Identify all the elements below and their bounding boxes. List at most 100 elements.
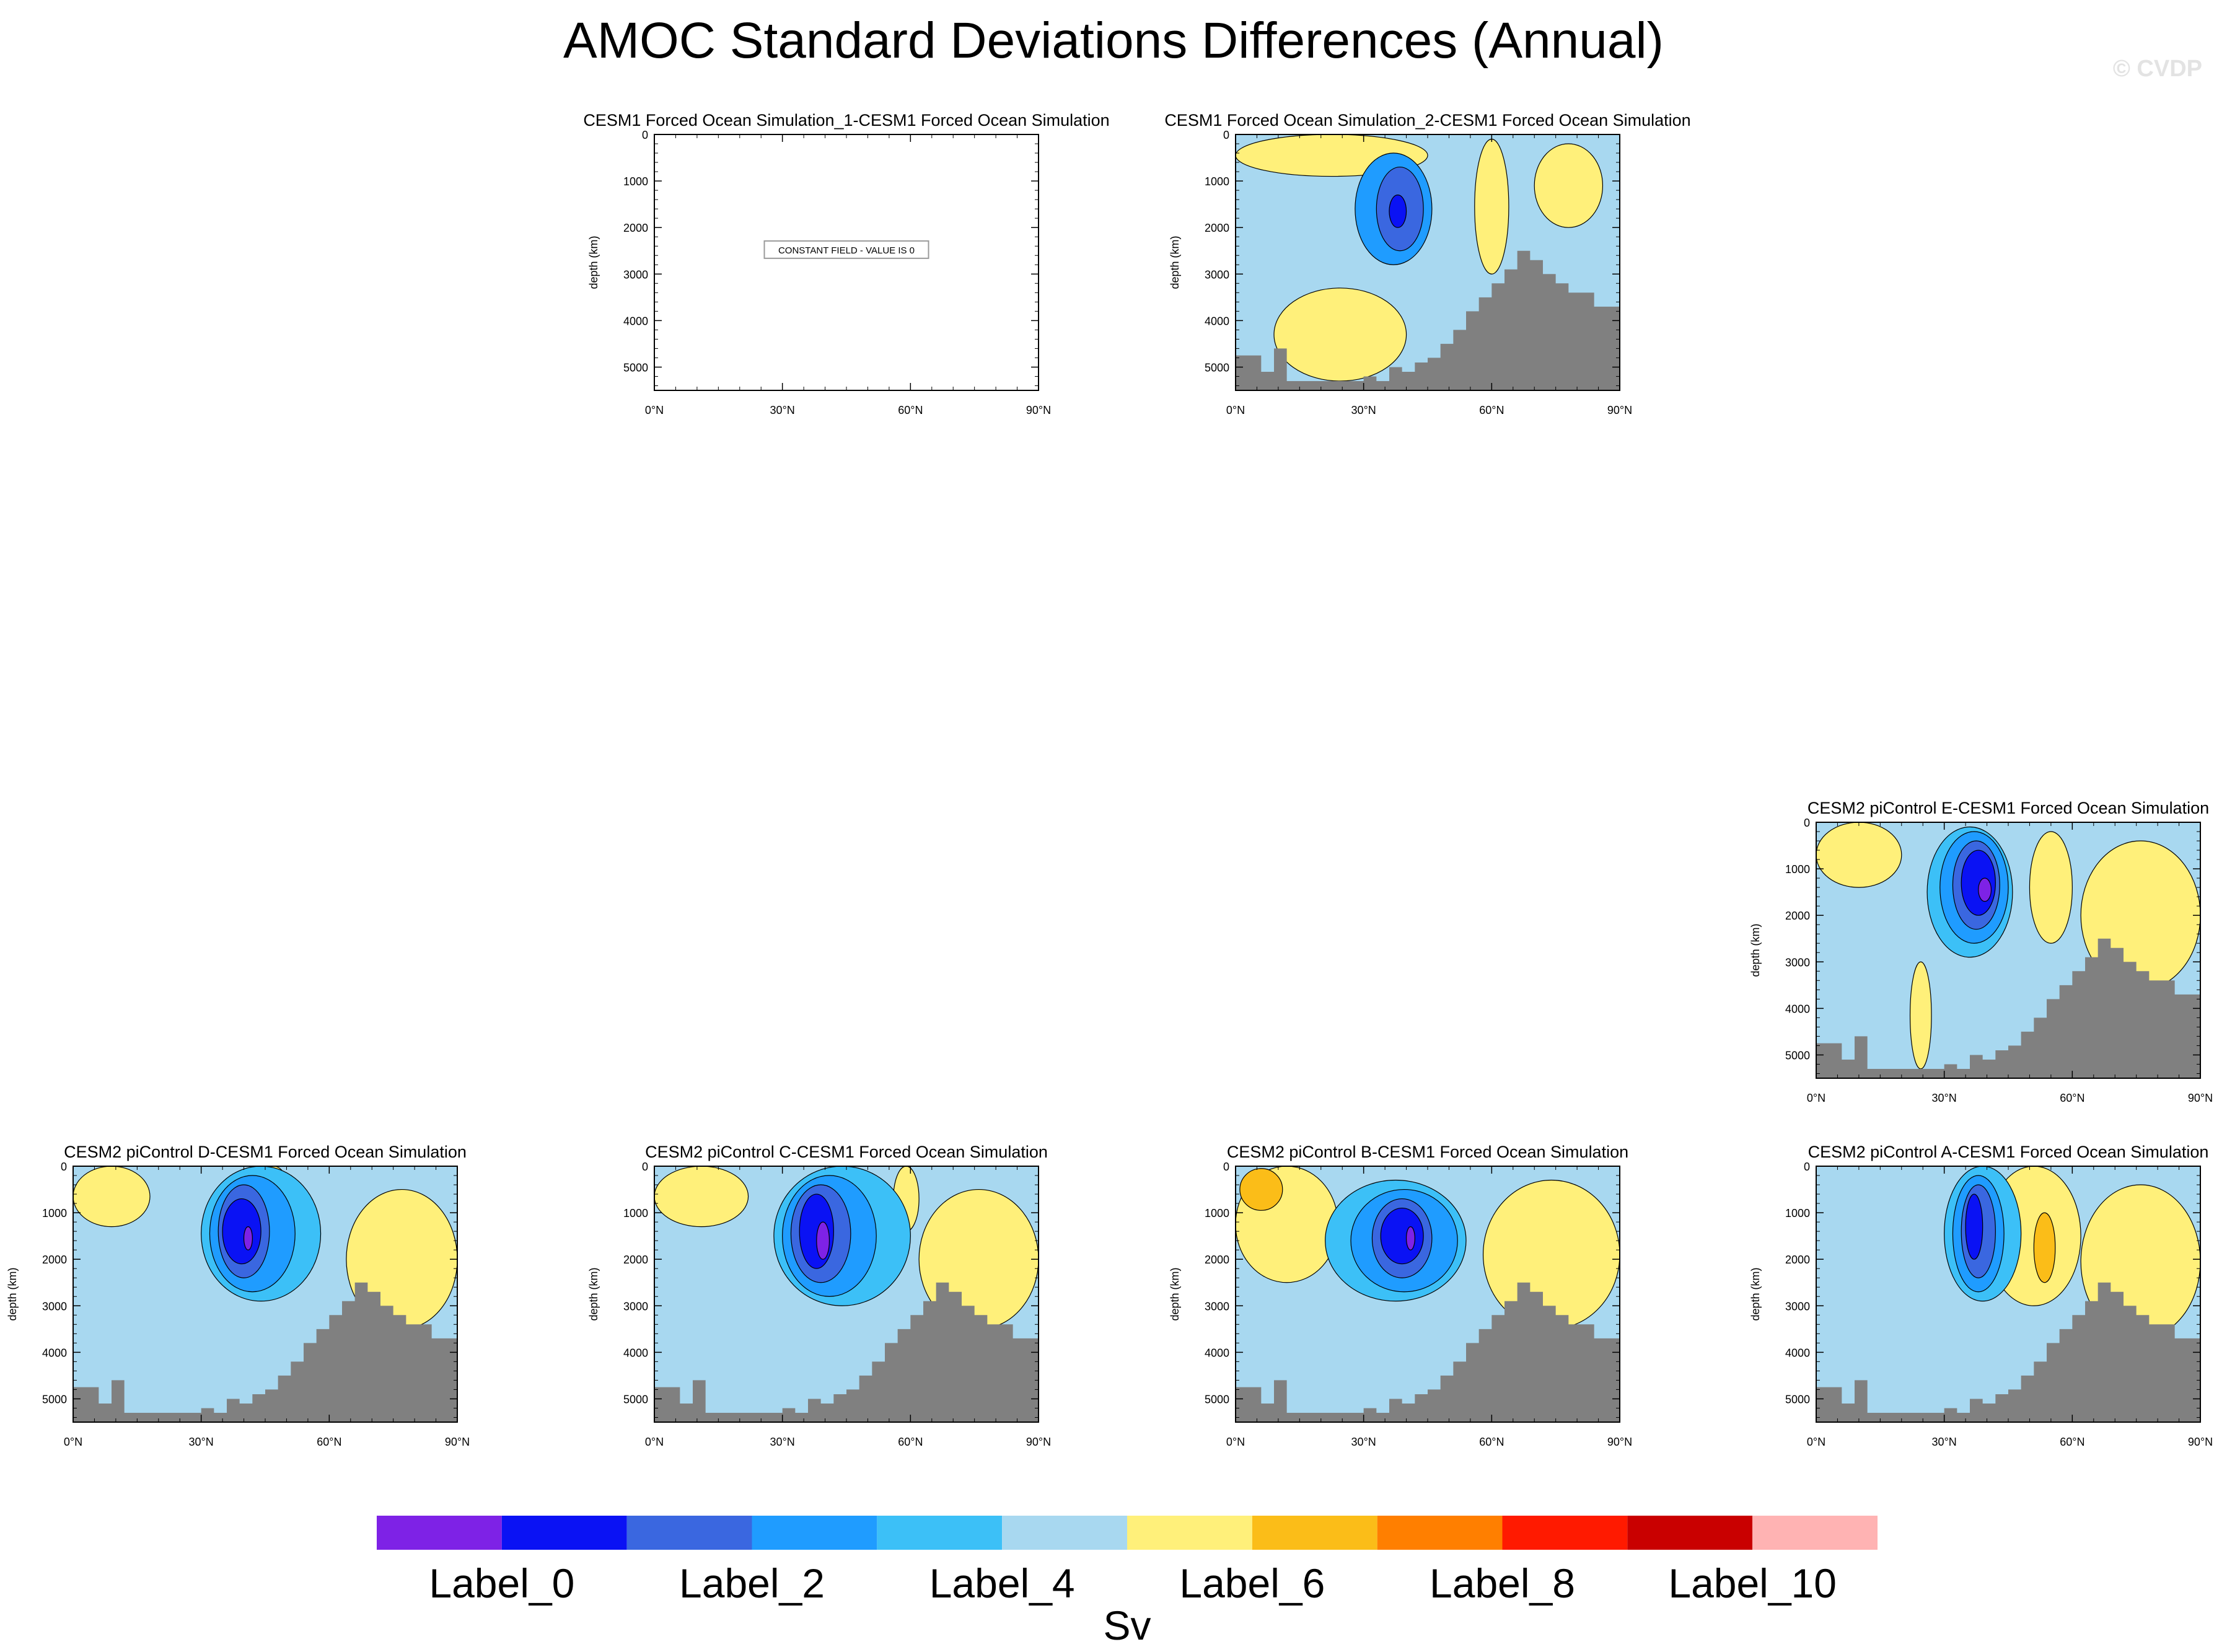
x-tick-label: 60°N [2060,1436,2084,1448]
panel-title: CESM2 piControl E-CESM1 Forced Ocean Sim… [1808,799,2209,817]
contour-region [1978,877,1992,902]
plot-area [1236,134,1620,390]
panel-4: CESM2 piControl C-CESM1 Forced Ocean Sim… [587,1143,1051,1448]
bathymetry-mask [1816,938,2200,1078]
panel-2: CESM2 piControl E-CESM1 Forced Ocean Sim… [1749,799,2213,1104]
x-tick-label: 30°N [1351,1436,1376,1448]
bathymetry-mask [1236,250,1620,390]
x-tick-label: 90°N [445,1436,470,1448]
contour-region [1389,195,1407,228]
y-tick-label: 1000 [1785,1207,1810,1219]
x-tick-label: 90°N [1607,1436,1632,1448]
x-tick-label: 60°N [898,404,923,416]
plot-area [73,1166,457,1422]
x-tick-label: 0°N [645,1436,664,1448]
contour-region [1816,822,1902,888]
panel-3: CESM2 piControl D-CESM1 Forced Ocean Sim… [6,1143,470,1448]
x-tick-label: 0°N [1226,404,1245,416]
panel-title: CESM1 Forced Ocean Simulation_2-CESM1 Fo… [1164,111,1690,130]
contour-region [1405,1226,1415,1250]
y-tick-label: 5000 [623,1393,648,1405]
panel-title: CESM1 Forced Ocean Simulation_1-CESM1 Fo… [583,111,1109,130]
y-tick-label: 1000 [623,1207,648,1219]
x-tick-label: 30°N [189,1436,214,1448]
y-tick-label: 4000 [1205,1347,1229,1359]
y-tick-label: 1000 [1205,1207,1229,1219]
x-tick-label: 60°N [317,1436,341,1448]
x-tick-label: 90°N [1607,404,1632,416]
x-tick-label: 60°N [1479,404,1504,416]
x-tick-label: 30°N [1932,1436,1957,1448]
y-tick-label: 0 [1223,1161,1229,1173]
y-axis-label: depth (km) [587,235,600,289]
cvdp-watermark: © CVDP [2112,56,2202,82]
plot-area [1236,1166,1620,1422]
bathymetry-mask [654,1282,1039,1422]
y-tick-label: 2000 [623,1254,648,1266]
contour-region [243,1226,253,1250]
x-tick-label: 0°N [64,1436,82,1448]
y-axis-label: depth (km) [1749,1267,1762,1320]
contour-region [73,1166,151,1228]
y-tick-label: 1000 [623,175,648,188]
contour-region [654,1166,749,1228]
y-tick-label: 5000 [1785,1049,1810,1061]
x-tick-label: 0°N [1807,1436,1825,1448]
y-tick-label: 4000 [623,315,648,327]
blank-field [654,134,1039,390]
contour-region [2033,1212,2056,1283]
y-axis-label: depth (km) [587,1267,600,1320]
y-tick-label: 4000 [1205,315,1229,327]
x-tick-label: 0°N [1807,1092,1825,1104]
x-tick-label: 0°N [645,404,664,416]
y-tick-label: 3000 [623,1300,648,1312]
constant-field-box [763,240,929,259]
y-tick-label: 3000 [623,268,648,281]
x-tick-label: 90°N [2188,1436,2213,1448]
y-axis-label: depth (km) [1749,923,1762,977]
panel-title: CESM2 piControl B-CESM1 Forced Ocean Sim… [1227,1143,1628,1161]
x-tick-label: 0°N [1226,1436,1245,1448]
bathymetry-mask [1816,1282,2200,1422]
x-tick-label: 30°N [770,404,795,416]
contour-region [1909,961,1932,1070]
panel-title: CESM2 piControl C-CESM1 Forced Ocean Sim… [645,1143,1048,1161]
y-tick-label: 0 [1804,817,1810,829]
x-tick-label: 90°N [1026,1436,1051,1448]
y-tick-label: 5000 [623,361,648,374]
y-tick-label: 5000 [1205,1393,1229,1405]
plot-area [654,134,1039,390]
contour-region [1534,143,1604,228]
panel-0: CESM1 Forced Ocean Simulation_1-CESM1 Fo… [583,111,1109,416]
y-tick-label: 3000 [1205,268,1229,281]
y-axis-label: depth (km) [1169,235,1181,289]
y-tick-label: 4000 [1785,1347,1810,1359]
y-tick-label: 5000 [42,1393,67,1405]
y-tick-label: 4000 [1785,1003,1810,1015]
contour-region [816,1221,830,1260]
y-tick-label: 0 [642,129,648,141]
y-tick-label: 2000 [1205,222,1229,234]
contour-region [222,1198,261,1265]
y-axis-label: depth (km) [6,1267,19,1320]
x-tick-label: 30°N [770,1436,795,1448]
y-tick-label: 3000 [1785,956,1810,969]
contour-region [1474,138,1509,275]
y-tick-label: 0 [61,1161,67,1173]
contour-region [1273,288,1407,382]
y-tick-label: 4000 [623,1347,648,1359]
contour-region [1961,850,1996,916]
y-tick-label: 1000 [1205,175,1229,188]
contour-region [1239,1168,1283,1211]
x-tick-label: 30°N [1351,404,1376,416]
bathymetry-mask [73,1282,457,1422]
y-tick-label: 2000 [1785,1254,1810,1266]
x-tick-label: 90°N [2188,1092,2213,1104]
x-tick-label: 30°N [1932,1092,1957,1104]
y-tick-label: 3000 [1205,1300,1229,1312]
figure-title: AMOC Standard Deviations Differences (An… [563,12,1664,69]
y-tick-label: 1000 [1785,863,1810,876]
contour-region [1380,1207,1424,1265]
panel-title: CESM2 piControl D-CESM1 Forced Ocean Sim… [64,1143,467,1161]
